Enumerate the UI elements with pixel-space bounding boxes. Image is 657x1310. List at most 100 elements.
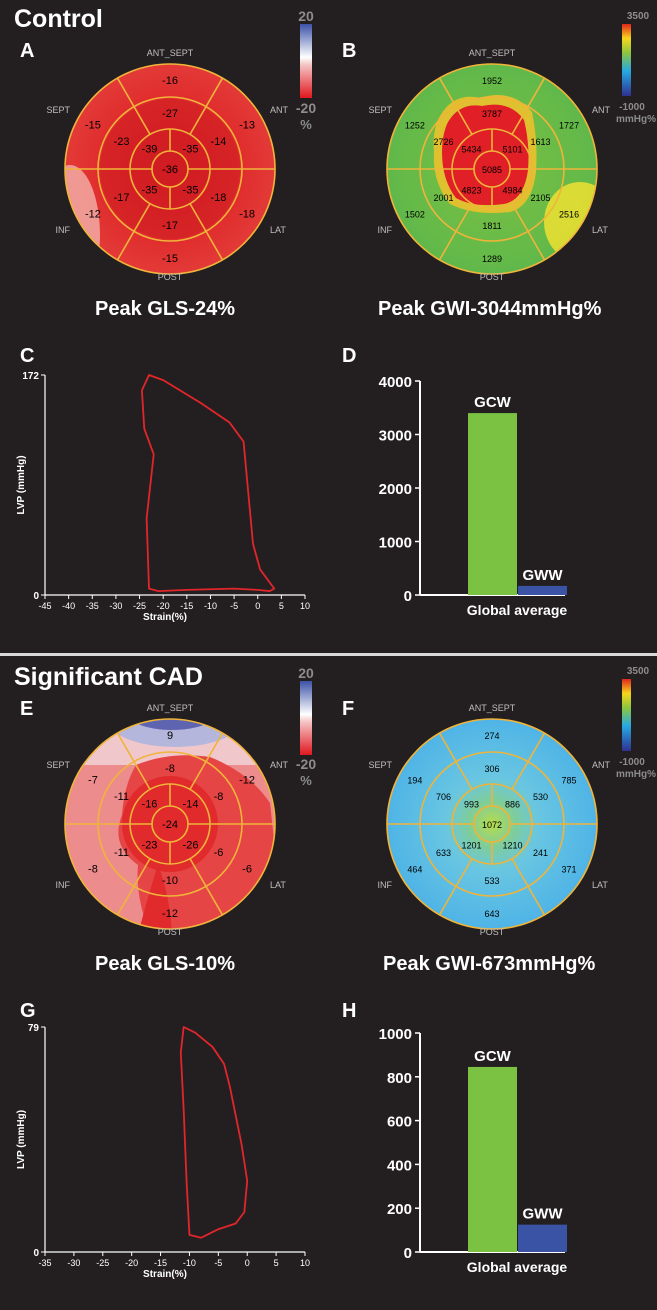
y-tick-label: 600	[387, 1114, 412, 1131]
gwi-scale-unit: mmHg%	[616, 769, 656, 780]
wall-label-lat: LAT	[592, 225, 608, 235]
bullseye-region-dark	[100, 99, 240, 239]
y-tick-label: 400	[387, 1157, 412, 1174]
y-tick-label: 1000	[379, 1026, 412, 1043]
wall-label-ant-sept: ANT_SEPT	[147, 48, 194, 58]
wall-label-ant: ANT	[270, 105, 289, 115]
x-tick-label: 0	[255, 601, 260, 611]
bullseye-spoke-3	[116, 858, 151, 916]
gls-scale-max: 20	[298, 8, 314, 24]
wall-label-ant-sept: ANT_SEPT	[469, 48, 516, 58]
gwi-scale-min: -1000	[619, 757, 645, 768]
x-tick-label: -20	[157, 601, 170, 611]
gwi-scale-max: 3500	[627, 666, 650, 677]
x-tick-label: -25	[133, 601, 146, 611]
segment-value-6: -7	[88, 775, 98, 787]
segment-value-9: 241	[533, 848, 548, 858]
segment-value-4: 643	[484, 909, 499, 919]
segment-value-13: 5434	[461, 144, 481, 154]
segment-value-14: 886	[505, 799, 520, 809]
gwi-bullseye-control: 1952 1727 2516 1289 1502 1252 3787 1613 2105 1811…	[368, 48, 611, 280]
segment-value-12: -11	[114, 791, 129, 803]
bar-gcw	[468, 1066, 517, 1252]
y-tick-label: 0	[404, 1245, 412, 1262]
wall-label-post: POST	[158, 927, 183, 935]
gls-scale-max: 20	[298, 665, 314, 681]
gls-scale-bar	[300, 681, 312, 755]
segment-value-17: 5085	[482, 165, 502, 175]
y-tick-label: 3000	[379, 428, 412, 445]
segment-value-4: 1289	[482, 254, 502, 264]
segment-value-16: -35	[142, 185, 158, 197]
bullseye-spoke-3	[438, 858, 473, 916]
segment-value-15: 4984	[502, 186, 522, 196]
bullseye-spoke-5	[116, 77, 151, 135]
bullseye-spoke-2	[189, 203, 224, 261]
peak-gwi-caption-control: Peak GWI-3044mmHg%	[378, 298, 602, 320]
wall-label-lat: LAT	[592, 880, 608, 890]
segment-value-10: -10	[162, 875, 178, 887]
x-tick-label: -5	[230, 601, 238, 611]
segment-value-5: -8	[88, 864, 98, 876]
segment-value-4: -15	[162, 253, 178, 265]
wall-label-ant-sept: ANT_SEPT	[147, 703, 194, 713]
segment-value-15: -35	[183, 185, 199, 197]
wall-label-lat: LAT	[270, 880, 286, 890]
segment-value-16: 1201	[461, 841, 481, 851]
gwi-color-scale-control: 3500 -1000 mmHg%	[616, 11, 656, 125]
gls-color-scale-control: 20 -20 %	[296, 8, 316, 132]
panel-letter-h: H	[342, 1000, 357, 1022]
bar-label-gcw: GCW	[474, 1048, 512, 1065]
segment-value-4: -12	[162, 908, 178, 920]
segment-value-7: 306	[484, 764, 499, 774]
segment-value-8: 1613	[530, 137, 550, 147]
segment-value-11: -11	[114, 847, 129, 859]
wall-label-inf: INF	[378, 880, 393, 890]
bullseye-spoke-5	[438, 77, 473, 135]
bullseye-region-core	[122, 776, 218, 872]
segment-value-5: 1502	[405, 210, 425, 220]
wall-label-inf: INF	[378, 225, 393, 235]
wall-label-sept: SEPT	[46, 105, 70, 115]
wall-label-ant: ANT	[270, 760, 289, 770]
segment-value-14: 5101	[502, 144, 522, 154]
gwi-scale-min: -1000	[619, 102, 645, 113]
wall-label-post: POST	[480, 927, 505, 935]
segment-value-6: 1252	[405, 121, 425, 131]
segment-value-2: 1727	[559, 121, 579, 131]
segment-value-2: 785	[562, 776, 577, 786]
wall-label-ant-sept: ANT_SEPT	[469, 703, 516, 713]
y-tick-label: 0	[404, 588, 412, 605]
x-tick-label: -45	[38, 601, 51, 611]
segment-value-14: -14	[183, 798, 199, 810]
bar-gww	[518, 585, 567, 595]
x-axis-label: Global average	[467, 1259, 568, 1275]
x-tick-label: -5	[214, 1258, 222, 1268]
segment-value-14: -35	[183, 143, 199, 155]
segment-value-15: -26	[183, 840, 199, 852]
y-tick-label: 172	[22, 371, 39, 382]
x-tick-label: 10	[300, 601, 310, 611]
y-tick-label: 0	[33, 1248, 39, 1259]
segment-value-7: 3787	[482, 109, 502, 119]
global-work-bar-chart-control: 0 1000 2000 3000 4000 GCW GWW Global average	[379, 374, 568, 618]
panel-letter-g: G	[20, 1000, 36, 1022]
peak-gls-caption-control: Peak GLS-24%	[95, 298, 236, 320]
section-title-cad: Significant CAD	[14, 663, 203, 691]
segment-value-3: -6	[242, 864, 252, 876]
x-tick-label: -20	[125, 1258, 138, 1268]
segment-value-16: 4823	[461, 186, 481, 196]
panel-letter-f: F	[342, 698, 355, 720]
panel-letter-d: D	[342, 345, 357, 367]
wall-label-ant: ANT	[592, 105, 611, 115]
section-title-control: Control	[14, 5, 103, 33]
cad-panel: Significant CAD E F G H 9 -12 -6 -12 -8 -7 -8 -…	[0, 655, 657, 1310]
wall-label-post: POST	[158, 272, 183, 280]
segment-value-2: -12	[239, 775, 255, 787]
x-tick-label: -25	[96, 1258, 109, 1268]
bullseye-region-yellow	[544, 182, 597, 262]
bar-gww	[518, 1224, 567, 1252]
x-tick-label: -10	[183, 1258, 196, 1268]
peak-gls-caption-cad: Peak GLS-10%	[95, 953, 236, 975]
panel-letter-e: E	[20, 698, 34, 720]
